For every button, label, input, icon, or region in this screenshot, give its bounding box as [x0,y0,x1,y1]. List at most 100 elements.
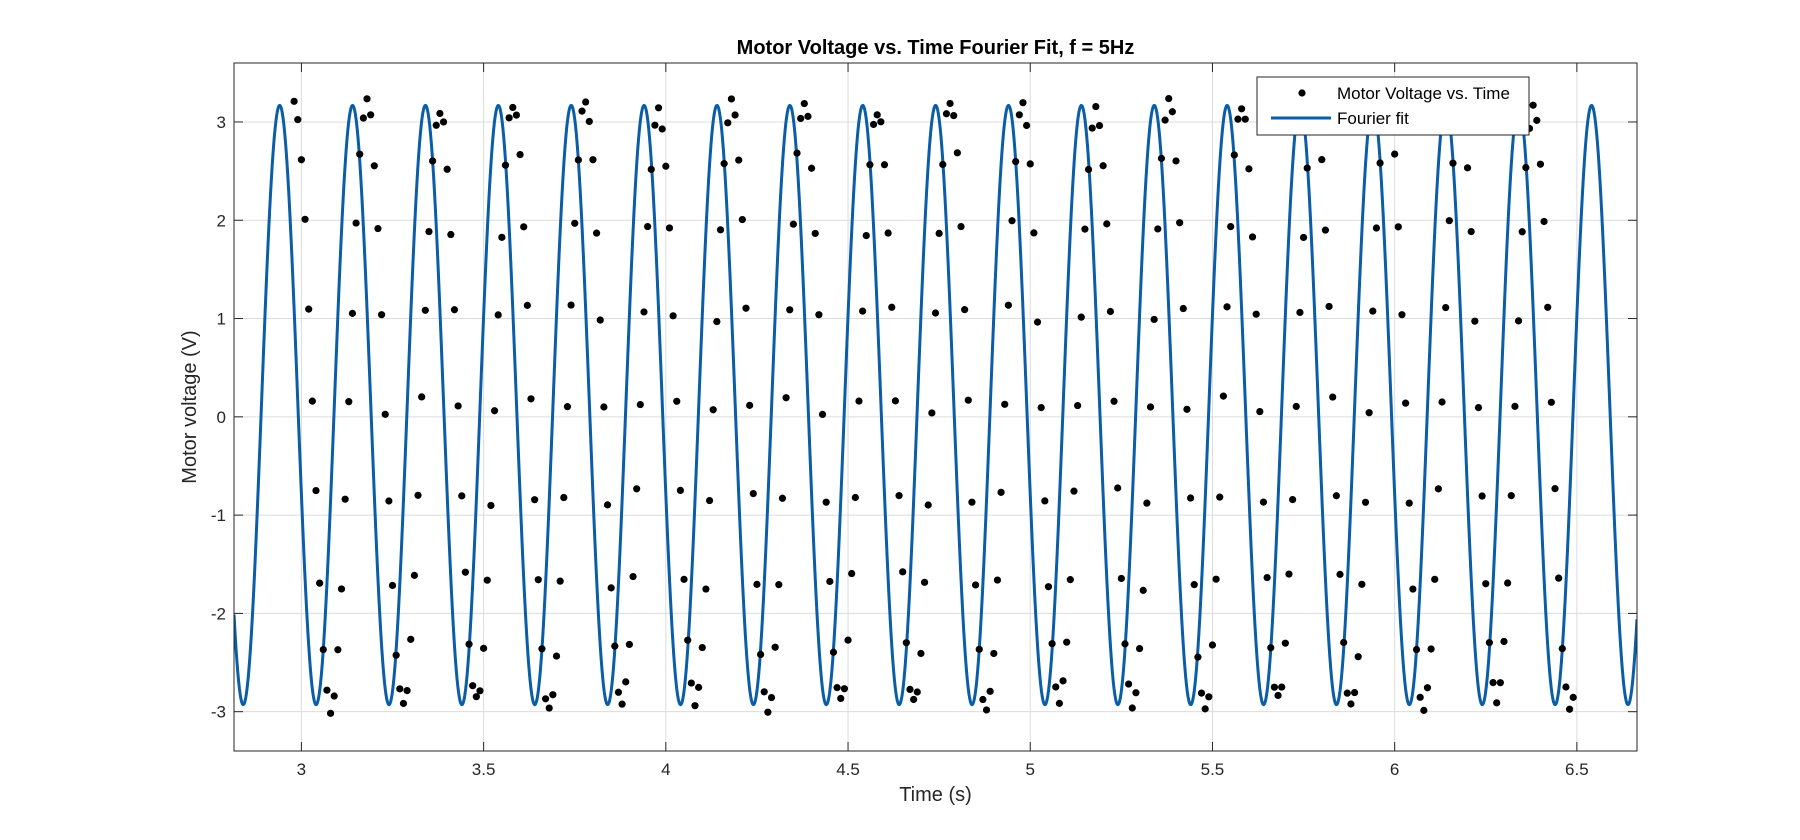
data-point [1434,485,1442,493]
data-point [1186,494,1195,502]
data-point [953,149,961,157]
data-point [1052,683,1060,691]
data-point [975,645,983,653]
data-point [680,575,688,583]
legend-label-points: Motor Voltage vs. Time [1337,84,1510,103]
data-point [749,490,757,498]
data-point [1369,307,1377,315]
data-point [869,120,878,129]
data-point [1398,311,1406,319]
data-point [804,112,812,120]
data-point [534,576,542,584]
data-point [738,215,746,224]
data-point [1493,699,1501,707]
data-point [472,693,480,701]
data-point [902,639,910,647]
x-tick-label: 6 [1390,760,1399,779]
data-points-layer [290,94,1577,717]
data-point [1183,405,1191,413]
data-point [1216,493,1224,501]
data-point [1372,224,1381,232]
data-point [596,316,604,324]
data-point [647,165,655,173]
data-point [895,492,903,500]
data-point [1522,163,1530,172]
data-point [1157,154,1166,162]
data-point [1103,220,1111,228]
data-point [1274,691,1282,700]
data-point [330,692,338,700]
data-point [859,307,867,315]
data-point [720,160,728,168]
y-tick-labels: -3 -2 -1 0 1 2 3 [211,113,226,722]
data-point [986,687,994,695]
data-point [414,491,422,499]
chart-title: Motor Voltage vs. Time Fourier Fit, f = … [737,37,1135,59]
data-point [622,678,630,686]
data-point [1402,399,1410,407]
data-point [1289,495,1297,504]
data-point [705,496,714,505]
data-point [691,702,699,710]
data-point [527,395,535,403]
data-point [618,700,626,708]
data-point [1449,159,1457,167]
data-point [1012,157,1020,166]
data-point [1511,402,1519,410]
data-point [786,306,794,314]
data-point [1569,693,1577,701]
data-point [629,572,637,581]
data-point [1099,162,1107,170]
data-point [698,643,706,652]
data-point [1205,693,1213,701]
data-point [578,107,586,115]
y-tick-label: 1 [217,310,226,329]
data-point [1551,485,1559,493]
data-point [633,485,641,493]
data-point [833,684,841,692]
data-point [498,233,506,241]
data-point [844,636,852,644]
data-point [939,160,947,169]
data-point [308,397,316,405]
data-point [1361,498,1370,506]
y-tick-label: -2 [211,604,226,623]
data-point [345,398,353,406]
data-point [1088,124,1096,132]
data-point [1347,700,1355,708]
data-point [611,642,619,650]
data-point [1442,303,1450,312]
data-point [1278,683,1286,691]
data-point [1117,574,1125,583]
data-point [1558,644,1566,653]
data-point [512,111,521,119]
data-point [337,585,346,593]
data-point [1194,653,1202,661]
data-point [1070,487,1078,495]
data-point [899,568,907,576]
data-point [880,161,889,169]
data-point [301,215,309,223]
data-point [469,682,477,690]
data-point [1055,699,1063,707]
data-point [1518,228,1526,236]
data-point [822,498,830,506]
fourier-fit-layer [234,103,1637,707]
plot-area-background [234,63,1637,751]
data-point [545,704,553,712]
data-point [1001,400,1009,408]
data-point [483,576,491,584]
data-point [888,303,896,311]
data-point [1329,393,1337,401]
data-point [756,650,765,659]
legend-marker-points [1298,89,1306,97]
x-tick-label: 5.5 [1201,760,1225,779]
data-point [837,694,845,703]
data-point [294,116,302,124]
grid-lines [234,63,1637,751]
data-point [1132,689,1140,697]
data-point [1336,570,1344,578]
data-point [713,317,721,326]
data-point [319,645,327,654]
